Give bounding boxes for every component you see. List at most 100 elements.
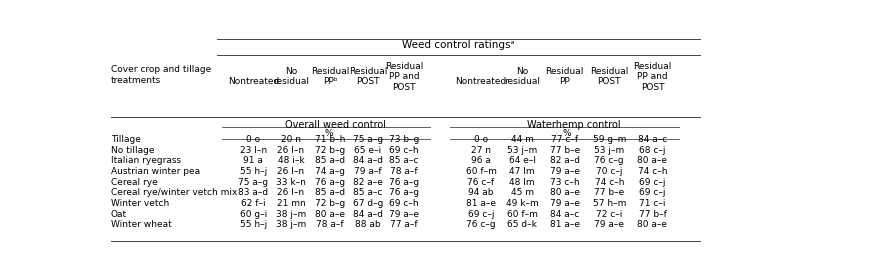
- Text: 62 f–i: 62 f–i: [241, 199, 266, 208]
- Text: Cereal rye/winter vetch mix: Cereal rye/winter vetch mix: [111, 188, 237, 197]
- Text: 71 c–i: 71 c–i: [639, 199, 666, 208]
- Text: 57 h–m: 57 h–m: [593, 199, 626, 208]
- Text: 76 c–f: 76 c–f: [467, 178, 495, 187]
- Text: 20 n: 20 n: [281, 135, 301, 144]
- Text: Nontreated: Nontreated: [227, 77, 279, 86]
- Text: 75 a–g: 75 a–g: [238, 178, 268, 187]
- Text: 84 a–d: 84 a–d: [353, 210, 383, 219]
- Text: 79 a–f: 79 a–f: [354, 167, 381, 176]
- Text: 80 a–e: 80 a–e: [315, 210, 345, 219]
- Text: 60 f–m: 60 f–m: [507, 210, 537, 219]
- Text: 85 a–c: 85 a–c: [353, 188, 382, 197]
- Text: 83 a–d: 83 a–d: [238, 188, 268, 197]
- Text: 21 mn: 21 mn: [277, 199, 305, 208]
- Text: 65 d–k: 65 d–k: [507, 220, 537, 229]
- Text: 60 g–i: 60 g–i: [240, 210, 267, 219]
- Text: 26 l–n: 26 l–n: [278, 188, 304, 197]
- Text: No
residual: No residual: [504, 67, 540, 86]
- Text: 76 a–g: 76 a–g: [389, 178, 419, 187]
- Text: 55 h–j: 55 h–j: [240, 167, 267, 176]
- Text: 96 a: 96 a: [471, 156, 491, 165]
- Text: 78 a–f: 78 a–f: [316, 220, 344, 229]
- Text: 77 b–e: 77 b–e: [550, 146, 580, 155]
- Text: 84 a–d: 84 a–d: [353, 156, 383, 165]
- Text: 76 c–g: 76 c–g: [595, 156, 624, 165]
- Text: 65 e–i: 65 e–i: [354, 146, 381, 155]
- Text: Cereal rye: Cereal rye: [111, 178, 158, 187]
- Text: 38 j–m: 38 j–m: [276, 220, 306, 229]
- Text: 84 a–c: 84 a–c: [550, 210, 580, 219]
- Text: Tillage: Tillage: [111, 135, 141, 144]
- Text: 45 m: 45 m: [511, 188, 534, 197]
- Text: 73 c–h: 73 c–h: [550, 178, 580, 187]
- Text: 84 a–c: 84 a–c: [638, 135, 667, 144]
- Text: Austrian winter pea: Austrian winter pea: [111, 167, 200, 176]
- Text: 72 c–i: 72 c–i: [596, 210, 622, 219]
- Text: 77 c–f: 77 c–f: [551, 135, 578, 144]
- Text: Italian ryegrass: Italian ryegrass: [111, 156, 181, 165]
- Text: Residual
PP and
POST: Residual PP and POST: [634, 62, 672, 91]
- Text: 0 o: 0 o: [246, 135, 260, 144]
- Text: 67 d–g: 67 d–g: [352, 199, 383, 208]
- Text: 70 c–j: 70 c–j: [596, 167, 622, 176]
- Text: 77 b–e: 77 b–e: [594, 188, 625, 197]
- Text: 78 a–f: 78 a–f: [390, 167, 418, 176]
- Text: 60 f–m: 60 f–m: [466, 167, 496, 176]
- Text: 48 i–k: 48 i–k: [278, 156, 304, 165]
- Text: 79 a–e: 79 a–e: [550, 167, 580, 176]
- Text: Oat: Oat: [111, 210, 127, 219]
- Text: 76 c–g: 76 c–g: [466, 220, 496, 229]
- Text: Winter vetch: Winter vetch: [111, 199, 169, 208]
- Text: %: %: [325, 129, 333, 138]
- Text: 27 n: 27 n: [471, 146, 491, 155]
- Text: 85 a–c: 85 a–c: [389, 156, 419, 165]
- Text: 72 b–g: 72 b–g: [315, 199, 345, 208]
- Text: 47 lm: 47 lm: [510, 167, 535, 176]
- Text: Residual
PPᵇ: Residual PPᵇ: [311, 67, 350, 86]
- Text: 26 l–n: 26 l–n: [278, 146, 304, 155]
- Text: 69 c–h: 69 c–h: [389, 146, 419, 155]
- Text: 23 l–n: 23 l–n: [240, 146, 267, 155]
- Text: 68 c–j: 68 c–j: [639, 146, 666, 155]
- Text: 72 b–g: 72 b–g: [315, 146, 345, 155]
- Text: 0 o: 0 o: [474, 135, 488, 144]
- Text: 49 k–m: 49 k–m: [505, 199, 539, 208]
- Text: 81 a–e: 81 a–e: [550, 220, 580, 229]
- Text: 48 lm: 48 lm: [510, 178, 535, 187]
- Text: 74 c–h: 74 c–h: [638, 167, 667, 176]
- Text: 26 l–n: 26 l–n: [278, 167, 304, 176]
- Text: 80 a–e: 80 a–e: [550, 188, 580, 197]
- Text: 59 g–m: 59 g–m: [593, 135, 626, 144]
- Text: Residual
POST: Residual POST: [349, 67, 387, 86]
- Text: 80 a–e: 80 a–e: [637, 156, 667, 165]
- Text: Winter wheat: Winter wheat: [111, 220, 172, 229]
- Text: 74 a–g: 74 a–g: [315, 167, 345, 176]
- Text: 55 h–j: 55 h–j: [240, 220, 267, 229]
- Text: Residual
PP and
POST: Residual PP and POST: [385, 62, 423, 91]
- Text: No tillage: No tillage: [111, 146, 154, 155]
- Text: Overall weed control: Overall weed control: [285, 120, 386, 130]
- Text: 85 a–d: 85 a–d: [315, 188, 345, 197]
- Text: 85 a–d: 85 a–d: [315, 156, 345, 165]
- Text: Cover crop and tillage
treatments: Cover crop and tillage treatments: [111, 65, 211, 85]
- Text: 82 a–e: 82 a–e: [353, 178, 383, 187]
- Text: 76 a–g: 76 a–g: [315, 178, 345, 187]
- Text: 53 j–m: 53 j–m: [594, 146, 625, 155]
- Text: 79 a–e: 79 a–e: [594, 220, 624, 229]
- Text: 82 a–d: 82 a–d: [550, 156, 580, 165]
- Text: 69 c–j: 69 c–j: [639, 178, 666, 187]
- Text: 91 a: 91 a: [243, 156, 263, 165]
- Text: 76 a–g: 76 a–g: [389, 188, 419, 197]
- Text: 88 ab: 88 ab: [355, 220, 381, 229]
- Text: 75 a–g: 75 a–g: [353, 135, 383, 144]
- Text: 74 c–h: 74 c–h: [595, 178, 624, 187]
- Text: 81 a–e: 81 a–e: [466, 199, 496, 208]
- Text: %: %: [563, 129, 571, 138]
- Text: Weed control ratingsᵃ: Weed control ratingsᵃ: [403, 40, 515, 50]
- Text: 44 m: 44 m: [511, 135, 534, 144]
- Text: 80 a–e: 80 a–e: [637, 220, 667, 229]
- Text: 33 k–n: 33 k–n: [276, 178, 306, 187]
- Text: Waterhemp control: Waterhemp control: [527, 120, 620, 130]
- Text: 94 ab: 94 ab: [468, 188, 494, 197]
- Text: 73 b–g: 73 b–g: [389, 135, 419, 144]
